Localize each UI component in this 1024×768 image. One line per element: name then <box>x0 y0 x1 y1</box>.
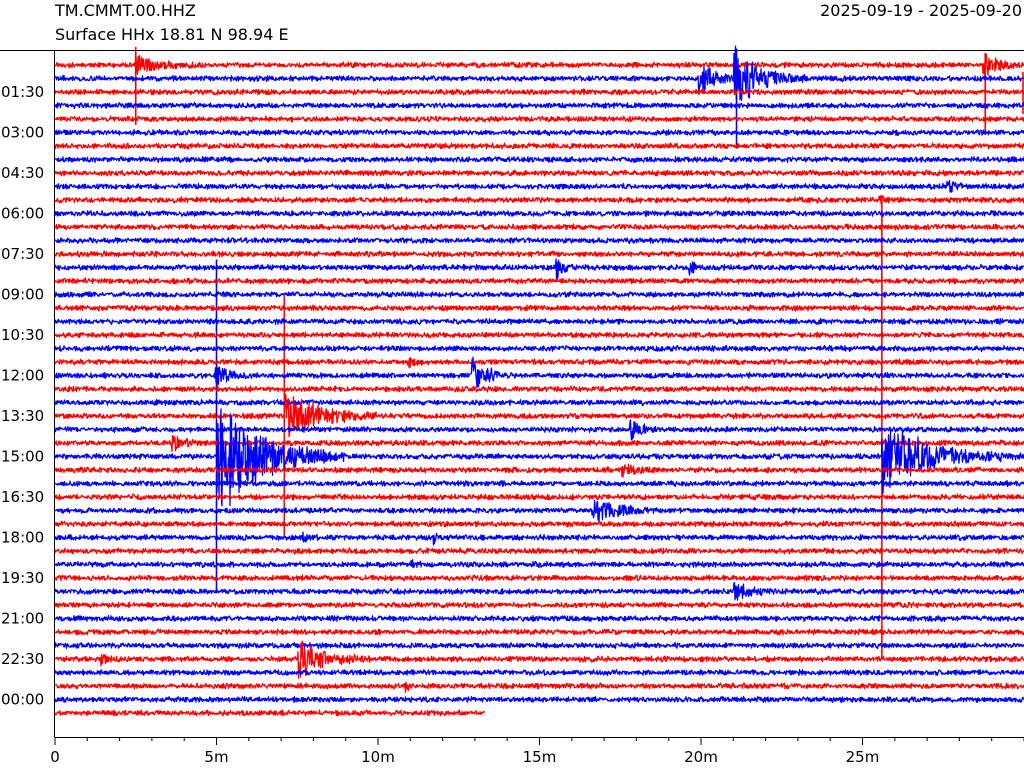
y-tick-label: 13:30 <box>1 407 44 425</box>
x-tick-label: 5m <box>204 748 228 766</box>
axes-group: 01:30 03:00 04:30 06:00 07:30 09:00 10:30 12:00… <box>0 50 1024 766</box>
y-tick-label: 07:30 <box>1 245 44 263</box>
station-subtitle: Surface HHx 18.81 N 98.94 E <box>55 25 289 44</box>
trace-group <box>54 45 1024 717</box>
seismic-trace <box>54 45 1024 102</box>
seismic-trace <box>54 531 1024 546</box>
y-tick-label: 18:00 <box>1 529 44 547</box>
y-tick-label: 03:00 <box>1 124 44 142</box>
y-tick-label: 15:00 <box>1 448 44 466</box>
seismic-trace <box>54 408 1024 507</box>
seismic-trace <box>54 641 1024 650</box>
seismic-trace <box>54 614 1024 622</box>
seismic-trace <box>54 250 1024 258</box>
y-tick-label: 04:30 <box>1 164 44 182</box>
seismic-trace <box>54 709 486 717</box>
seismic-trace <box>54 169 1024 177</box>
y-tick-label: 12:00 <box>1 367 44 385</box>
seismic-trace <box>54 258 1024 280</box>
seismic-trace <box>54 520 1024 528</box>
seismic-trace <box>54 601 1024 609</box>
seismic-trace <box>54 681 1024 693</box>
seismic-trace <box>54 668 1024 677</box>
seismic-trace <box>54 356 1024 389</box>
seismic-trace <box>54 398 1024 407</box>
seismic-trace <box>54 155 1024 164</box>
seismic-trace <box>54 463 1024 478</box>
y-tick-label: 09:00 <box>1 286 44 304</box>
seismic-trace <box>54 393 1024 438</box>
seismic-trace <box>54 304 1024 312</box>
seismic-trace <box>54 434 1024 453</box>
seismic-trace <box>54 179 1024 193</box>
x-tick-label: 15m <box>523 748 557 766</box>
seismic-trace <box>54 317 1024 326</box>
x-tick-label: 25m <box>846 748 880 766</box>
seismic-trace <box>54 419 1024 441</box>
y-tick-label: 00:00 <box>1 691 44 709</box>
seismic-trace <box>54 209 1024 218</box>
seismic-trace <box>54 344 1024 353</box>
seismic-trace <box>54 479 1024 488</box>
seismic-trace <box>54 277 1024 285</box>
y-tick-label: 10:30 <box>1 326 44 344</box>
date-range: 2025-09-19 - 2025-09-20 <box>820 1 1022 20</box>
seismic-trace <box>54 385 1024 393</box>
seismic-trace <box>54 695 1024 704</box>
seismic-trace <box>54 237 1024 245</box>
seismic-trace <box>54 559 1024 569</box>
seismic-trace <box>54 128 1024 137</box>
seismic-trace <box>54 582 1024 601</box>
y-tick-label: 16:30 <box>1 488 44 506</box>
x-tick-label: 0 <box>50 748 60 766</box>
seismic-trace <box>54 142 1024 150</box>
x-tick-label: 20m <box>684 748 718 766</box>
seismic-trace <box>54 574 1024 582</box>
seismic-trace <box>54 357 1024 369</box>
seismic-trace <box>54 331 1024 339</box>
station-code: TM.CMMT.00.HHZ <box>55 1 196 20</box>
seismic-trace <box>54 493 1024 501</box>
seismic-trace <box>54 53 1024 76</box>
y-tick-label: 19:30 <box>1 569 44 587</box>
y-tick-label: 01:30 <box>1 83 44 101</box>
seismic-trace <box>54 101 1024 110</box>
seismic-trace <box>54 290 1024 299</box>
seismic-trace <box>54 628 1024 636</box>
y-tick-label: 06:00 <box>1 205 44 223</box>
seismic-trace <box>54 115 1024 123</box>
seismic-trace <box>54 547 1024 555</box>
seismic-trace <box>54 88 1024 96</box>
y-tick-label: 22:30 <box>1 650 44 668</box>
seismic-trace <box>54 195 1024 205</box>
x-tick-label: 10m <box>361 748 395 766</box>
seismic-trace <box>54 499 1024 524</box>
seismic-trace <box>54 640 1024 679</box>
y-tick-label: 21:00 <box>1 610 44 628</box>
seismic-trace <box>54 223 1024 231</box>
